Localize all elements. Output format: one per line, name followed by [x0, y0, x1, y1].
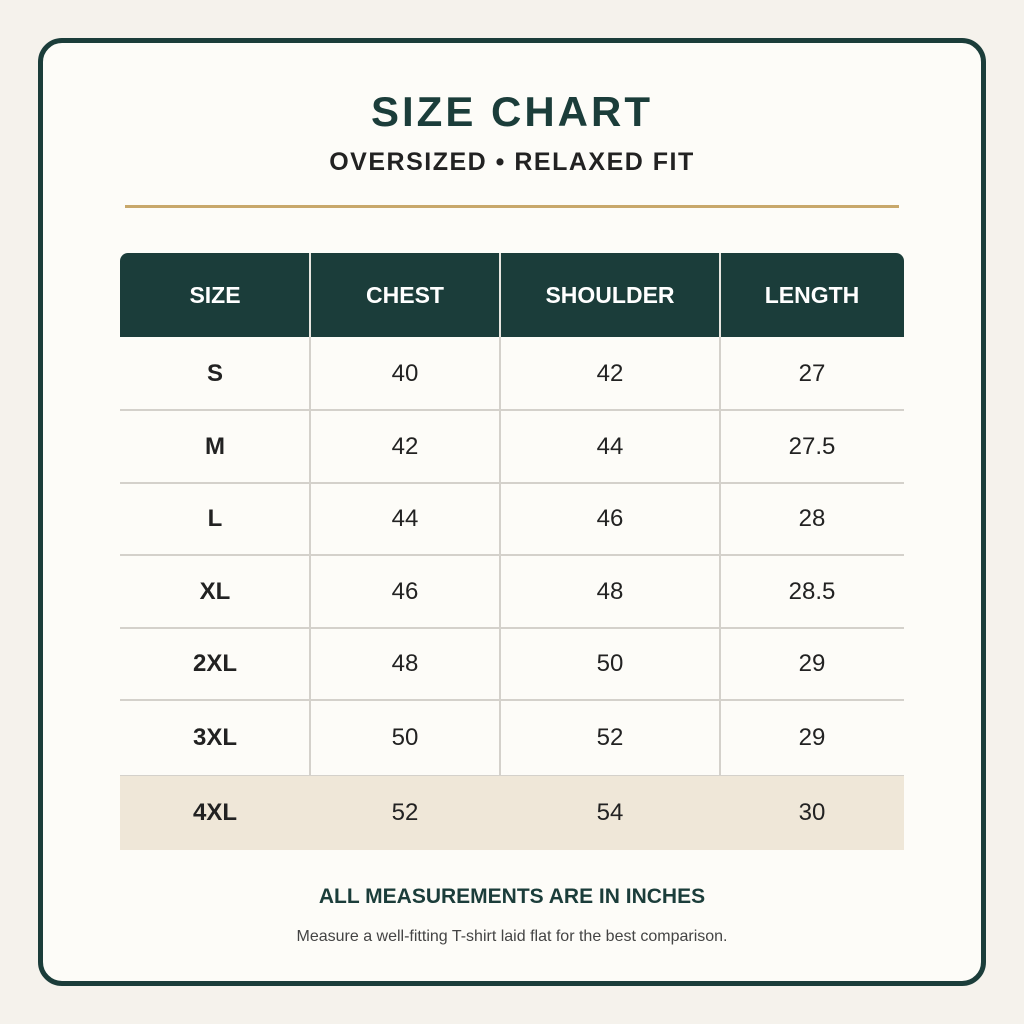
title: SIZE CHART: [371, 88, 653, 135]
column-header: CHEST: [310, 253, 500, 337]
measurement: 30: [798, 799, 826, 826]
header-divider: [719, 253, 721, 337]
measurement: 40: [391, 360, 419, 387]
measurement: 42: [391, 433, 419, 460]
measurement: 54: [596, 799, 624, 826]
cell-divider: [309, 337, 311, 410]
measurement: 27: [798, 360, 826, 387]
row-divider: [120, 482, 904, 484]
size-label: M: [205, 433, 225, 460]
cell-divider: [499, 555, 501, 628]
measurement: 44: [391, 505, 419, 532]
header-divider: [309, 253, 311, 337]
size-label: 3XL: [192, 724, 237, 751]
cell-divider: [309, 628, 311, 700]
measurement: 48: [596, 578, 624, 605]
size-label: S: [206, 360, 223, 387]
cell-divider: [719, 555, 721, 628]
measurement: 42: [596, 360, 624, 387]
measurement: 29: [798, 650, 826, 677]
size-label: 4XL: [192, 799, 237, 826]
measurement: 52: [391, 799, 419, 826]
measurement: 29: [798, 724, 826, 751]
cell-divider: [309, 555, 311, 628]
column-header: SIZE: [120, 253, 310, 337]
cell-divider: [499, 700, 501, 776]
units-note: ALL MEASUREMENTS ARE IN INCHES: [318, 885, 706, 908]
cell-divider: [719, 410, 721, 483]
cell-divider: [719, 337, 721, 410]
column-header: LENGTH: [720, 253, 904, 337]
cell-divider: [499, 337, 501, 410]
size-table: SIZE CHEST SHOULDER LENGTH S 40 42 27 M 42 44 27.5 L…: [120, 253, 904, 850]
row-divider: [120, 409, 904, 411]
measurement: 46: [596, 505, 624, 532]
cell-divider: [309, 483, 311, 555]
cell-divider: [309, 410, 311, 483]
measurement: 52: [596, 724, 624, 751]
size-label: XL: [199, 578, 231, 605]
size-label: 2XL: [192, 650, 237, 677]
column-header: SHOULDER: [500, 253, 720, 337]
measurement: 46: [391, 578, 419, 605]
cell-divider: [719, 628, 721, 700]
measurement: 28: [798, 505, 826, 532]
cell-divider: [499, 628, 501, 700]
row-divider: [120, 627, 904, 629]
cell-divider: [719, 700, 721, 776]
measurement: 48: [391, 650, 419, 677]
measurement: 50: [596, 650, 624, 677]
highlight-row: [120, 776, 904, 850]
row-divider: [120, 554, 904, 556]
measurement: 28.5: [788, 578, 836, 605]
measurement: 50: [391, 724, 419, 751]
divider: [125, 205, 899, 208]
cell-divider: [719, 483, 721, 555]
measure-tip: Measure a well-fitting T-shirt laid flat…: [296, 928, 728, 945]
size-label: L: [207, 505, 223, 532]
row-divider: [120, 699, 904, 701]
cell-divider: [499, 483, 501, 555]
cell-divider: [309, 700, 311, 776]
cell-divider: [499, 410, 501, 483]
header-divider: [499, 253, 501, 337]
measurement: 27.5: [788, 433, 836, 460]
subtitle: OVERSIZED • RELAXED FIT: [329, 148, 695, 176]
measurement: 44: [596, 433, 624, 460]
